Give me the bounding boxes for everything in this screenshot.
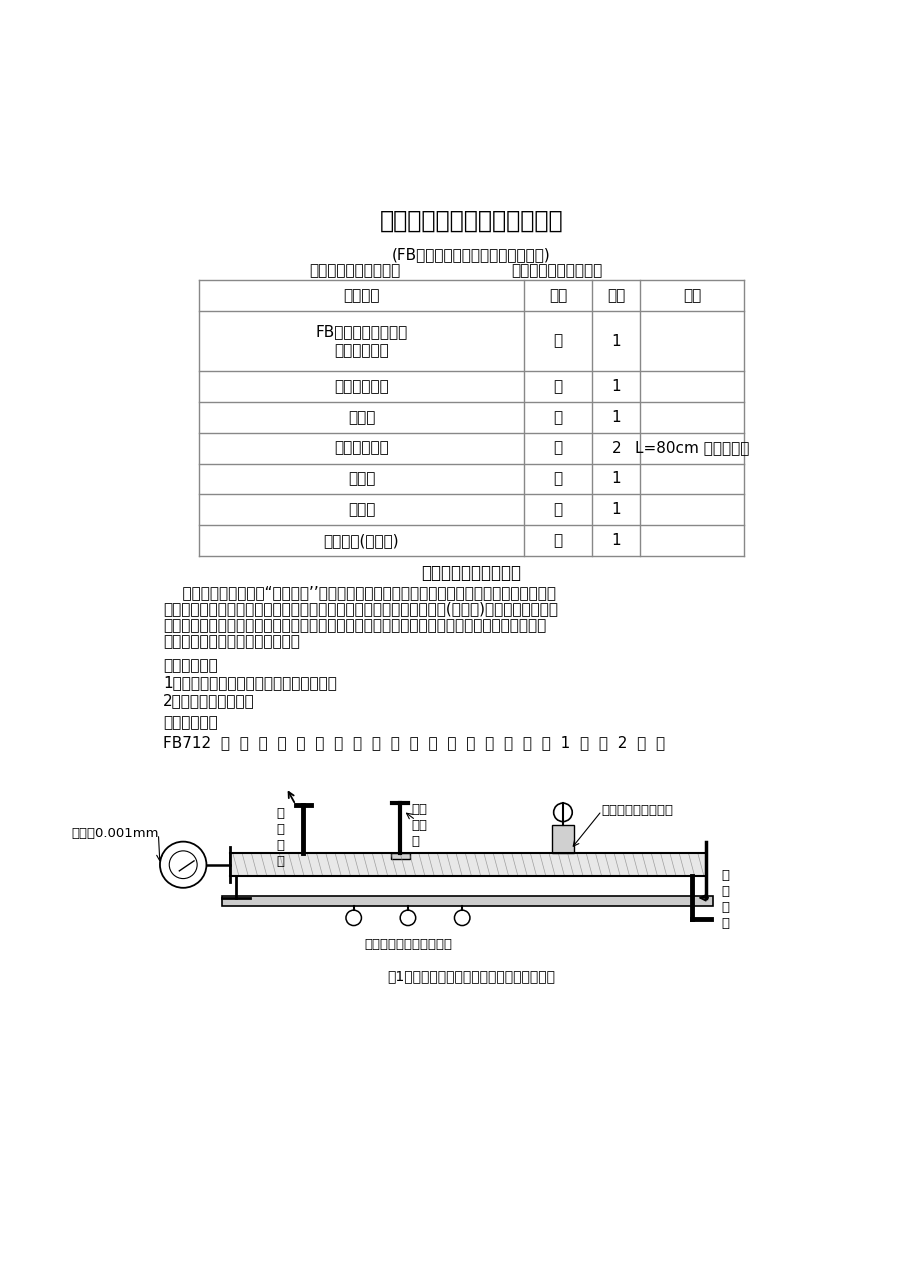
Text: FB７１２型金属线膨
胀系数测定仪: FB７１２型金属线膨 胀系数测定仪	[315, 324, 407, 359]
Text: 1、学习测量金属线膨胀系数的一种方法。: 1、学习测量金属线膨胀系数的一种方法。	[163, 676, 336, 691]
Text: 《实验仪器》: 《实验仪器》	[163, 715, 218, 730]
Text: 1: 1	[611, 533, 620, 548]
Text: 1: 1	[611, 502, 620, 517]
Bar	[230, 853, 705, 876]
Text: 温度
传感
器: 温度 传感 器	[411, 803, 426, 848]
Text: 根: 根	[553, 502, 562, 517]
Text: 金属线膨胀系数测量实验讲义: 金属线膨胀系数测量实验讲义	[380, 209, 562, 232]
Text: L=80cm 红黑各一根: L=80cm 红黑各一根	[634, 441, 749, 456]
Bar	[221, 895, 712, 905]
Text: 1: 1	[611, 471, 620, 487]
Text: 只: 只	[553, 471, 562, 487]
Text: 只: 只	[553, 410, 562, 425]
Text: 数量: 数量	[607, 289, 625, 303]
Text: 型号规格: 型号规格	[343, 289, 380, 303]
Text: 电源线: 电源线	[347, 502, 375, 517]
Bar	[391, 853, 409, 859]
Text: 台: 台	[553, 379, 562, 395]
Text: 铜棒或铝棒（空心）: 铜棒或铝棒（空心）	[601, 805, 673, 817]
Text: 热
水
出
口: 热 水 出 口	[276, 807, 284, 868]
Text: 根: 根	[553, 441, 562, 456]
Text: 被测件测试架: 被测件测试架	[334, 379, 389, 395]
Text: 备注: 备注	[683, 289, 701, 303]
Text: 2: 2	[611, 441, 620, 456]
Text: 小漏渗: 小漏渗	[347, 471, 375, 487]
Text: 图1金属线膨胀系数测定仪测试架结构示意图: 图1金属线膨胀系数测定仪测试架结构示意图	[387, 969, 555, 983]
Text: 单位: 单位	[549, 289, 567, 303]
Text: (FB７１２型金属线膨胀系数测定仪): (FB７１２型金属线膨胀系数测定仪)	[391, 248, 550, 262]
Bar	[551, 825, 573, 853]
Text: 浙江大学物理实验中心: 浙江大学物理实验中心	[310, 263, 401, 278]
Text: 实验讲义(说明书): 实验讲义(说明书)	[323, 533, 399, 548]
Text: FB712  型  金  属  线  膨  胀  系  数  测  量  仪  实  验  装  置  ，  如  图  1  、  图  2  所  示: FB712 型 金 属 线 膨 胀 系 数 测 量 仪 实 验 装 置 ， 如 …	[163, 734, 664, 750]
Text: 这个性质在工程结构的设计中，在机械和仪器的制造中，在材料的加工(如焊接)中，都应考虑到。: 这个性质在工程结构的设计中，在机械和仪器的制造中，在材料的加工(如焊接)中，都应…	[163, 601, 558, 617]
Text: 1: 1	[611, 379, 620, 395]
Text: 2、学会使用千分表。: 2、学会使用千分表。	[163, 693, 255, 709]
Text: 传感器连接线: 传感器连接线	[334, 441, 389, 456]
Text: 台: 台	[553, 333, 562, 349]
Text: 1: 1	[611, 410, 620, 425]
Text: 否则，将影响结构的稳定性和仪表的精度。考虑失当，甚至会造成工程的损毁，仪器的失灵，以: 否则，将影响结构的稳定性和仪表的精度。考虑失当，甚至会造成工程的损毁，仪器的失灵…	[163, 618, 546, 632]
Text: 千分表: 千分表	[347, 410, 375, 425]
Text: 千分尺0.001mm: 千分尺0.001mm	[71, 827, 158, 840]
Text: 本: 本	[553, 533, 562, 548]
Text: 热
水
进
口: 热 水 进 口	[720, 868, 728, 930]
Text: 绝大多数物质都具有“热胀冷缩’’的特性，这是由于物体内部分子热运动加剧或减弱造成的。: 绝大多数物质都具有“热胀冷缩’’的特性，这是由于物体内部分子热运动加剧或减弱造成…	[163, 585, 555, 600]
Text: 《实验目的》: 《实验目的》	[163, 658, 218, 673]
Text: 及加工焊接中的缺陷和失败等等。: 及加工焊接中的缺陷和失败等等。	[163, 633, 300, 649]
Circle shape	[160, 842, 206, 888]
Text: 金属线膨胀系数的测量: 金属线膨胀系数的测量	[421, 564, 521, 582]
Text: 杭州精科仪器有限公司: 杭州精科仪器有限公司	[511, 263, 602, 278]
Text: 温度传感器信号输出插孔: 温度传感器信号输出插孔	[364, 937, 451, 950]
Text: 1: 1	[611, 333, 620, 349]
